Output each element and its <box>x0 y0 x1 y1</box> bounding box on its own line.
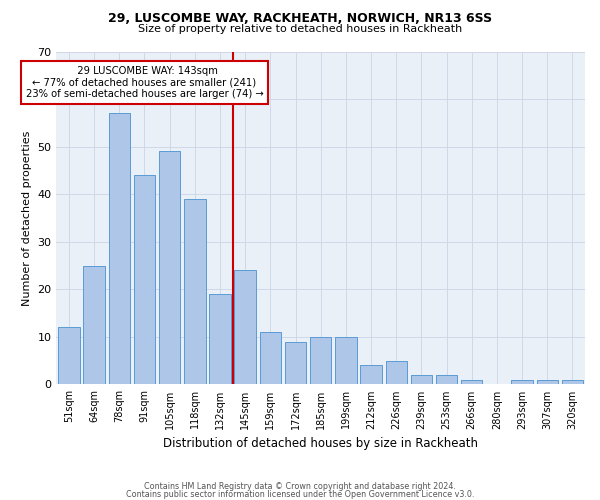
Bar <box>386 360 407 384</box>
Bar <box>134 175 155 384</box>
Bar <box>461 380 482 384</box>
Text: 29 LUSCOMBE WAY: 143sqm
← 77% of detached houses are smaller (241)
23% of semi-d: 29 LUSCOMBE WAY: 143sqm ← 77% of detache… <box>26 66 263 99</box>
Bar <box>109 114 130 384</box>
Bar <box>209 294 230 384</box>
Bar <box>184 199 206 384</box>
Bar <box>58 328 80 384</box>
Bar <box>361 366 382 384</box>
Bar <box>410 375 432 384</box>
Text: 29, LUSCOMBE WAY, RACKHEATH, NORWICH, NR13 6SS: 29, LUSCOMBE WAY, RACKHEATH, NORWICH, NR… <box>108 12 492 26</box>
Text: Size of property relative to detached houses in Rackheath: Size of property relative to detached ho… <box>138 24 462 34</box>
Bar <box>285 342 306 384</box>
Bar <box>159 152 181 384</box>
Text: Contains public sector information licensed under the Open Government Licence v3: Contains public sector information licen… <box>126 490 474 499</box>
Bar <box>260 332 281 384</box>
Bar <box>335 337 356 384</box>
Bar <box>562 380 583 384</box>
Y-axis label: Number of detached properties: Number of detached properties <box>22 130 32 306</box>
Bar <box>536 380 558 384</box>
Bar <box>511 380 533 384</box>
Bar <box>235 270 256 384</box>
Bar <box>310 337 331 384</box>
Bar <box>83 266 105 384</box>
Bar <box>436 375 457 384</box>
Text: Contains HM Land Registry data © Crown copyright and database right 2024.: Contains HM Land Registry data © Crown c… <box>144 482 456 491</box>
X-axis label: Distribution of detached houses by size in Rackheath: Distribution of detached houses by size … <box>163 437 478 450</box>
